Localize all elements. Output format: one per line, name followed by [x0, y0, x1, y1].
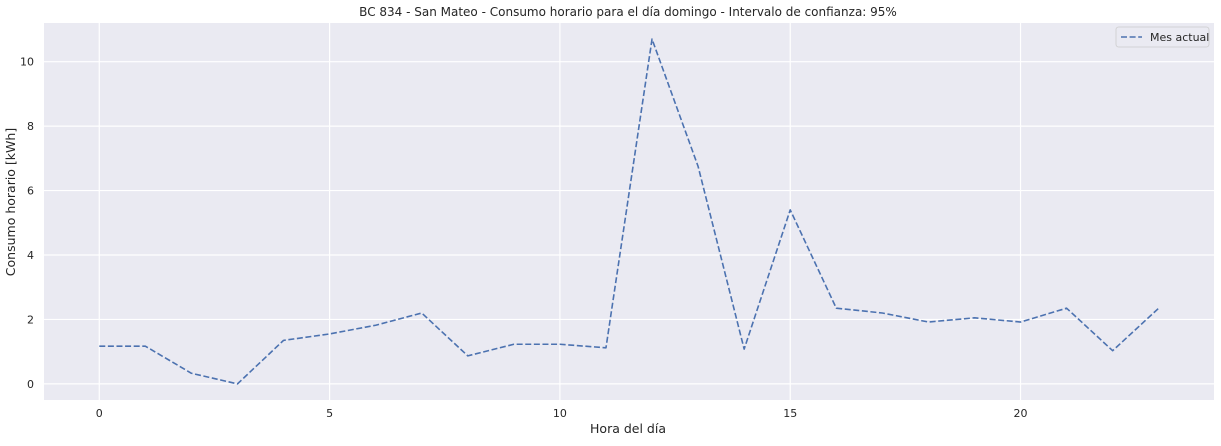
y-tick-label: 2 [27, 313, 34, 326]
y-axis-label: Consumo horario [kWh] [3, 128, 18, 276]
x-tick-label: 5 [326, 407, 333, 420]
chart-title: BC 834 - San Mateo - Consumo horario par… [359, 5, 897, 19]
x-tick-label: 20 [1014, 407, 1028, 420]
legend: Mes actual [1116, 27, 1209, 47]
x-tick-label: 10 [553, 407, 567, 420]
x-axis-ticks: 0 5 10 15 20 [96, 407, 1028, 420]
y-axis-ticks: 0 2 4 6 8 10 [20, 56, 34, 391]
y-tick-label: 10 [20, 56, 34, 69]
x-tick-label: 0 [96, 407, 103, 420]
y-tick-label: 0 [27, 378, 34, 391]
y-tick-label: 4 [27, 249, 34, 262]
plot-area [44, 23, 1214, 400]
x-axis-label: Hora del día [590, 421, 666, 436]
y-tick-label: 8 [27, 120, 34, 133]
y-tick-label: 6 [27, 185, 34, 198]
legend-label: Mes actual [1150, 31, 1209, 44]
x-tick-label: 15 [783, 407, 797, 420]
